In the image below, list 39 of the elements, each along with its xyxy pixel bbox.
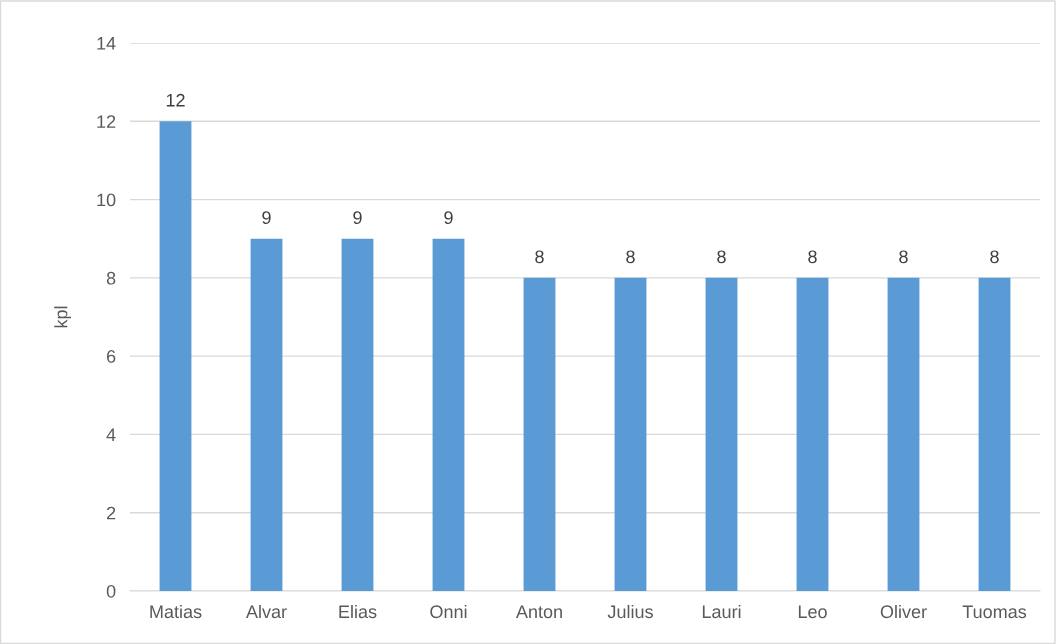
x-tick-label: Onni: [430, 604, 467, 619]
bar: [978, 277, 1011, 591]
x-tick-label: Lauri: [702, 604, 741, 619]
bar: [159, 121, 192, 591]
y-tick-label: 4: [106, 428, 116, 441]
y-tick-label: 6: [106, 350, 116, 363]
bar: [250, 238, 283, 591]
data-label: 9: [353, 211, 362, 225]
x-tick-label: Matias: [150, 604, 202, 619]
data-label: 9: [262, 211, 271, 225]
bar: [796, 277, 829, 591]
y-tick-label: 10: [97, 193, 116, 207]
data-label: 12: [166, 93, 185, 107]
x-tick-label: Julius: [607, 604, 653, 619]
y-tick-label: 8: [106, 271, 116, 285]
data-label: 8: [717, 250, 726, 264]
y-axis-title: kpl: [54, 306, 72, 328]
x-tick-label: Tuomas: [962, 605, 1027, 619]
data-label: 8: [899, 250, 908, 264]
bar: [887, 277, 920, 591]
x-tick-label: Anton: [515, 605, 562, 619]
x-tick-label: Alvar: [245, 604, 287, 619]
bar: [705, 277, 738, 591]
data-label: 9: [444, 211, 453, 225]
bar: [341, 238, 374, 591]
data-label: 8: [990, 250, 999, 264]
y-tick-label: 0: [106, 584, 116, 598]
x-tick-label: Elias: [339, 604, 377, 619]
y-tick-label: 14: [97, 37, 116, 50]
data-label: 8: [535, 250, 544, 264]
x-tick-label: Leo: [798, 605, 827, 619]
data-label: 8: [808, 250, 817, 264]
data-label: 8: [626, 250, 635, 264]
bar: [523, 277, 556, 591]
bar: [614, 277, 647, 591]
x-tick-label: Oliver: [880, 604, 927, 619]
bar: [432, 238, 465, 591]
y-tick-label: 2: [106, 506, 116, 520]
y-tick-label: 12: [97, 115, 116, 128]
